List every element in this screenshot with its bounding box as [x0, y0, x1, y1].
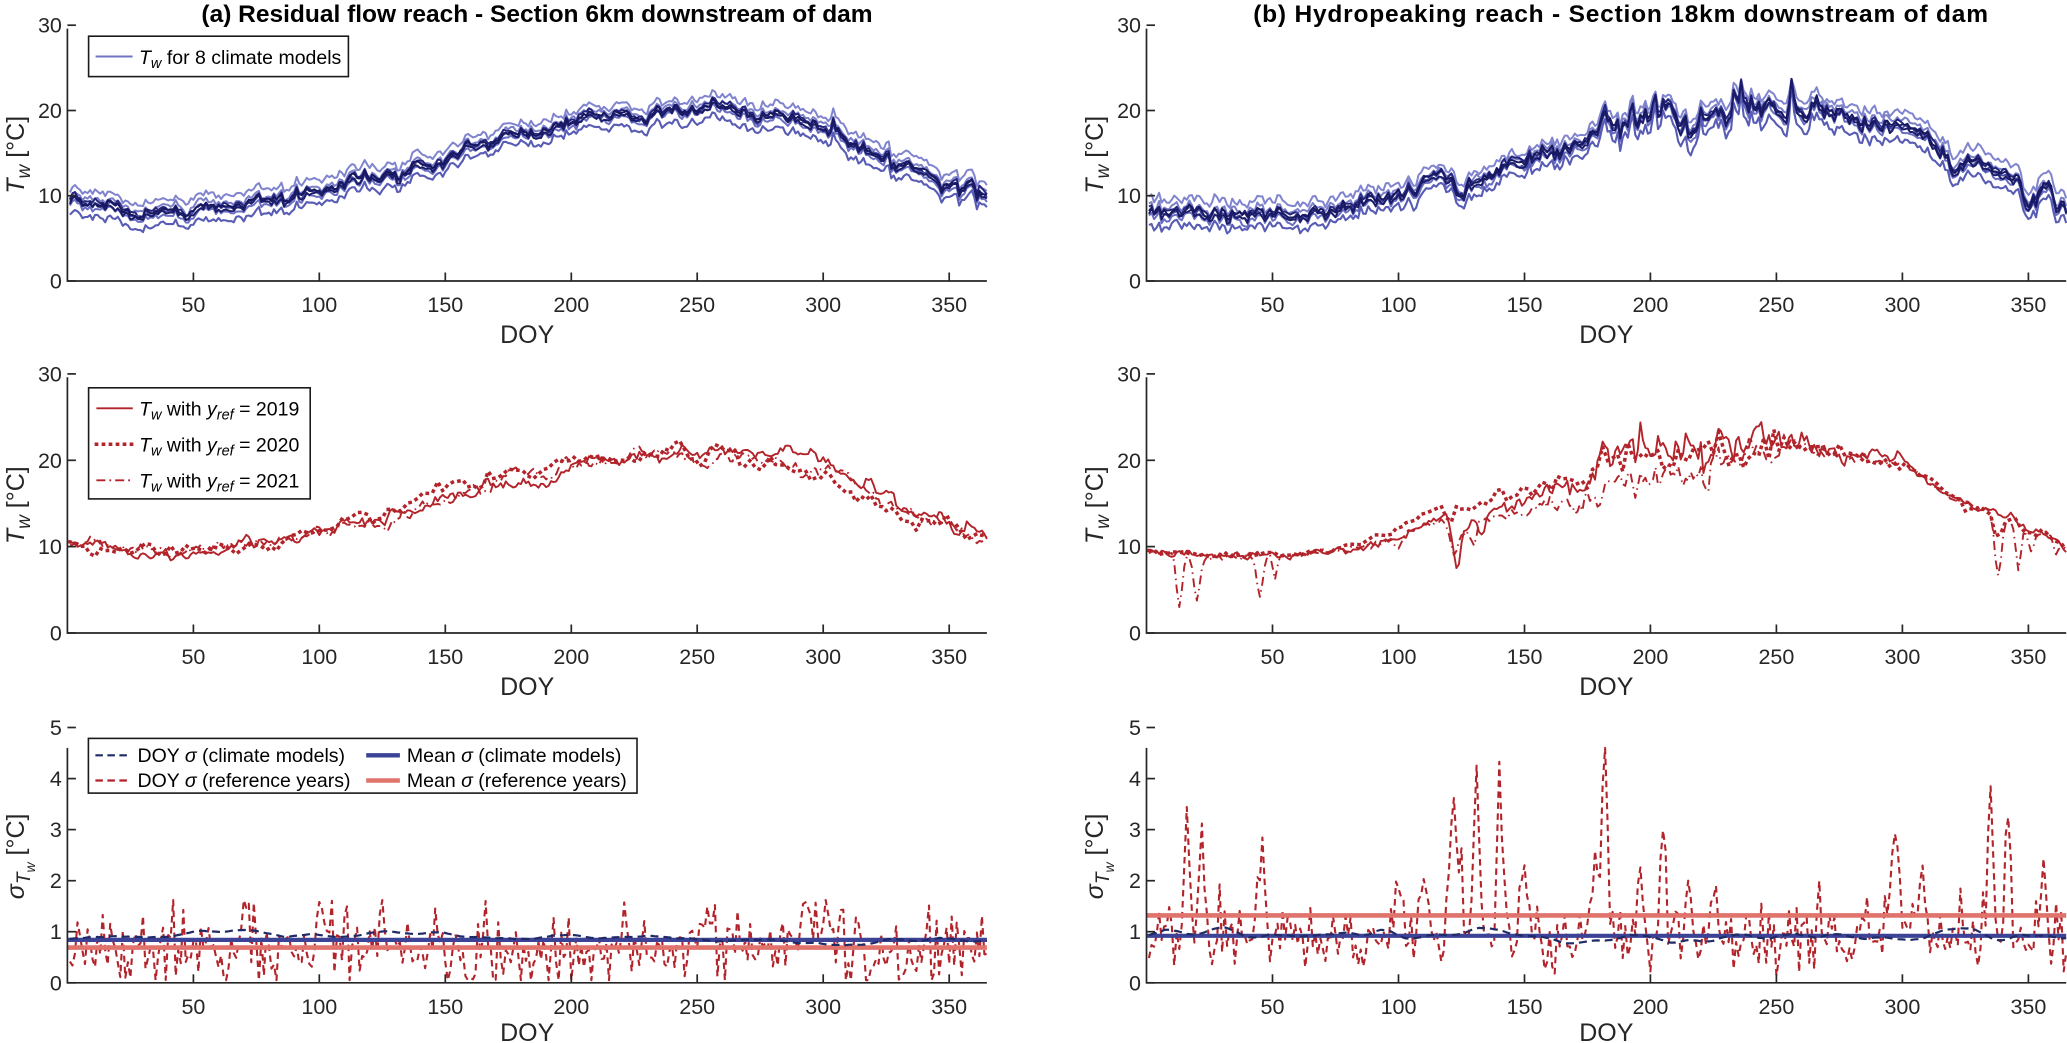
svg-text:Tw [°C]: Tw [°C]: [1081, 466, 1114, 544]
svg-text:100: 100: [301, 645, 337, 669]
svg-text:250: 250: [679, 293, 715, 317]
svg-text:300: 300: [805, 645, 841, 669]
svg-text:30: 30: [38, 14, 62, 38]
svg-text:Tw with yref = 2020: Tw with yref = 2020: [139, 434, 299, 459]
svg-text:10: 10: [1117, 184, 1141, 208]
svg-text:300: 300: [1884, 645, 1920, 669]
svg-text:200: 200: [553, 995, 589, 1019]
svg-text:Mean σ (climate models): Mean σ (climate models): [407, 745, 621, 767]
svg-text:0: 0: [50, 270, 62, 294]
svg-text:20: 20: [38, 99, 62, 123]
svg-text:30: 30: [38, 362, 62, 386]
svg-text:0: 0: [1129, 270, 1141, 294]
svg-text:4: 4: [50, 767, 62, 791]
svg-text:2: 2: [50, 869, 62, 893]
svg-text:30: 30: [1117, 362, 1141, 386]
svg-text:300: 300: [1884, 293, 1920, 317]
svg-text:DOY: DOY: [1579, 321, 1634, 349]
svg-text:DOY: DOY: [500, 1019, 555, 1043]
svg-text:5: 5: [50, 716, 62, 740]
svg-text:350: 350: [2010, 645, 2046, 669]
svg-text:20: 20: [38, 449, 62, 473]
svg-text:Tw for 8 climate models: Tw for 8 climate models: [139, 47, 342, 72]
svg-text:100: 100: [1381, 995, 1417, 1019]
svg-text:250: 250: [679, 645, 715, 669]
svg-text:2: 2: [1129, 869, 1141, 893]
svg-text:350: 350: [931, 293, 967, 317]
svg-text:DOY σ (climate models): DOY σ (climate models): [138, 745, 346, 767]
svg-text:0: 0: [50, 971, 62, 995]
svg-text:Tw [°C]: Tw [°C]: [2, 466, 35, 544]
svg-text:5: 5: [1129, 716, 1141, 740]
svg-text:Tw with yref = 2019: Tw with yref = 2019: [139, 398, 299, 423]
svg-text:10: 10: [38, 184, 62, 208]
svg-text:150: 150: [427, 995, 463, 1019]
svg-text:200: 200: [553, 645, 589, 669]
svg-text:4: 4: [1129, 767, 1141, 791]
svg-text:200: 200: [1632, 995, 1668, 1019]
svg-text:150: 150: [1507, 995, 1543, 1019]
svg-text:10: 10: [1117, 535, 1141, 559]
svg-text:DOY: DOY: [500, 321, 555, 349]
svg-text:50: 50: [1261, 645, 1285, 669]
svg-text:20: 20: [1117, 99, 1141, 123]
svg-text:3: 3: [1129, 818, 1141, 842]
svg-text:1: 1: [50, 920, 62, 944]
svg-text:250: 250: [1758, 645, 1794, 669]
svg-text:300: 300: [805, 995, 841, 1019]
svg-text:150: 150: [1507, 645, 1543, 669]
svg-text:Tw [°C]: Tw [°C]: [2, 116, 35, 194]
svg-text:150: 150: [427, 293, 463, 317]
svg-text:DOY: DOY: [1579, 1019, 1634, 1043]
svg-text:100: 100: [1381, 645, 1417, 669]
svg-text:200: 200: [553, 293, 589, 317]
svg-text:Mean σ (reference years): Mean σ (reference years): [407, 770, 627, 792]
svg-text:300: 300: [1884, 995, 1920, 1019]
svg-text:0: 0: [50, 622, 62, 646]
svg-text:100: 100: [301, 293, 337, 317]
svg-text:50: 50: [181, 645, 205, 669]
svg-text:50: 50: [1261, 293, 1285, 317]
svg-text:300: 300: [805, 293, 841, 317]
svg-text:0: 0: [1129, 971, 1141, 995]
svg-text:0: 0: [1129, 622, 1141, 646]
svg-text:20: 20: [1117, 449, 1141, 473]
svg-text:1: 1: [1129, 920, 1141, 944]
svg-text:150: 150: [1507, 293, 1543, 317]
svg-text:σTw [°C]: σTw [°C]: [1081, 814, 1117, 900]
svg-text:30: 30: [1117, 14, 1141, 38]
svg-text:350: 350: [2010, 293, 2046, 317]
svg-text:3: 3: [50, 818, 62, 842]
svg-text:200: 200: [1632, 645, 1668, 669]
svg-text:DOY σ (reference years): DOY σ (reference years): [138, 770, 351, 792]
svg-text:250: 250: [1758, 293, 1794, 317]
svg-text:DOY: DOY: [1579, 673, 1634, 701]
svg-text:200: 200: [1632, 293, 1668, 317]
svg-text:Tw with yref = 2021: Tw with yref = 2021: [139, 470, 299, 495]
svg-text:100: 100: [301, 995, 337, 1019]
svg-text:250: 250: [679, 995, 715, 1019]
svg-text:100: 100: [1381, 293, 1417, 317]
svg-text:250: 250: [1758, 995, 1794, 1019]
svg-text:350: 350: [931, 995, 967, 1019]
svg-text:150: 150: [427, 645, 463, 669]
svg-text:350: 350: [2010, 995, 2046, 1019]
svg-text:10: 10: [38, 535, 62, 559]
svg-text:50: 50: [1261, 995, 1285, 1019]
svg-text:350: 350: [931, 645, 967, 669]
svg-text:50: 50: [181, 293, 205, 317]
svg-text:σTw [°C]: σTw [°C]: [2, 814, 38, 900]
svg-text:DOY: DOY: [500, 673, 555, 701]
svg-text:50: 50: [181, 995, 205, 1019]
svg-text:(b) Hydropeaking reach - Secti: (b) Hydropeaking reach - Section 18km do…: [1253, 1, 1989, 28]
svg-text:(a) Residual flow reach - Sect: (a) Residual flow reach - Section 6km do…: [201, 1, 872, 28]
svg-text:Tw [°C]: Tw [°C]: [1081, 116, 1114, 194]
